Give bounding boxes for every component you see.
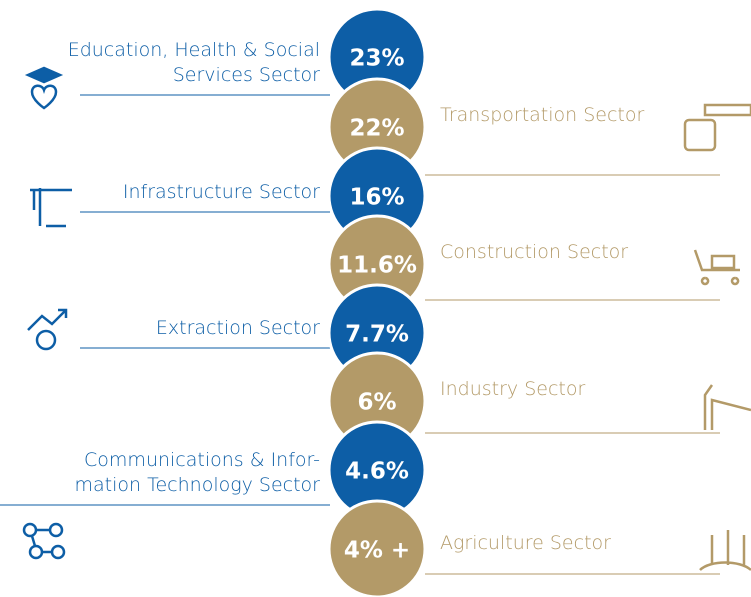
transport-icon — [683, 103, 751, 152]
percent-circle — [327, 499, 427, 597]
percent-value: 22% — [349, 116, 404, 142]
percent-value: 23% — [349, 46, 404, 72]
sector-label: mation Technology Sector — [75, 474, 321, 496]
percent-value: 6% — [357, 390, 396, 416]
factory-icon — [703, 384, 751, 430]
sector-label: Education, Health & Social — [68, 39, 320, 61]
sector-label: Transportation Sector — [440, 104, 645, 126]
sector-label: Communications & Infor- — [84, 449, 320, 471]
sector-label: Construction Sector — [440, 241, 628, 263]
crane-icon — [30, 188, 72, 228]
percent-value: 11.6% — [337, 253, 417, 279]
percent-value: 4% + — [344, 538, 410, 564]
icons — [22, 66, 751, 572]
sector-label: Services Sector — [173, 64, 320, 86]
network-icon — [22, 522, 66, 560]
sector-label: Extraction Sector — [156, 317, 320, 339]
extraction-icon — [27, 308, 68, 351]
wheat-icon — [699, 530, 751, 572]
percent-value: 7.7% — [345, 322, 409, 348]
education-icon — [24, 66, 64, 110]
sector-label: Agriculture Sector — [440, 532, 611, 554]
percent-value: 16% — [349, 185, 404, 211]
sector-label: Industry Sector — [440, 378, 585, 400]
percent-value: 4.6% — [345, 459, 409, 485]
sector-label: Infrastructure Sector — [123, 181, 320, 203]
construction-icon — [693, 249, 740, 286]
